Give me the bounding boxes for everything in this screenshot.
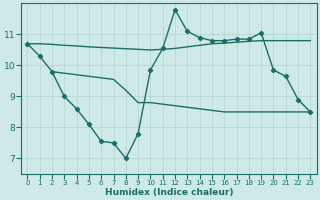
X-axis label: Humidex (Indice chaleur): Humidex (Indice chaleur) bbox=[105, 188, 233, 197]
